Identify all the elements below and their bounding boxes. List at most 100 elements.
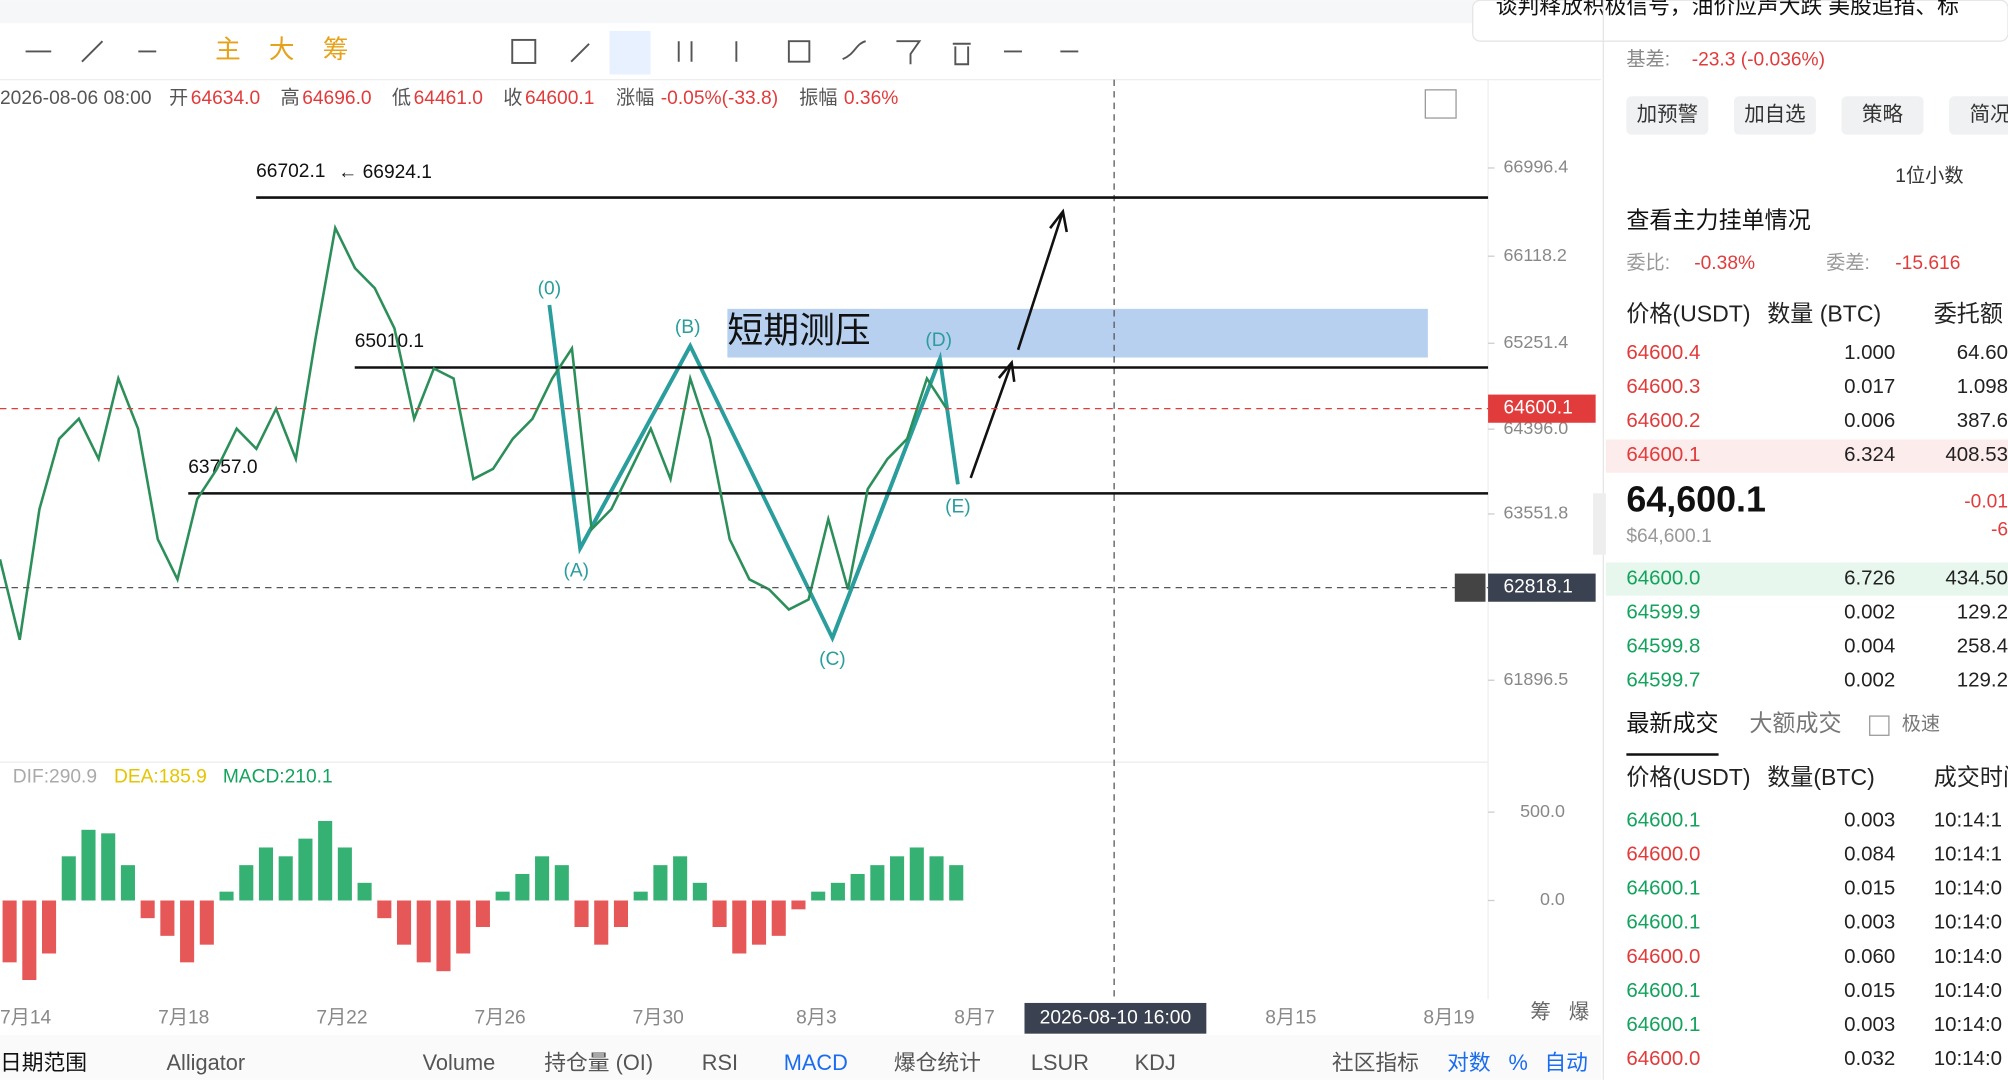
bottom-right[interactable]: 对数	[1447, 1050, 1491, 1075]
table-header: 委托额	[1934, 300, 2003, 326]
panel-button[interactable]	[1949, 96, 2008, 135]
level-label: 63757.0	[188, 457, 257, 478]
trade-qty: 0.084	[1844, 843, 1895, 866]
trade-time: 10:14:0	[1934, 945, 2002, 968]
crosshair-plus[interactable]	[1454, 573, 1486, 602]
macd-tick-label: 500.0	[1520, 801, 1565, 821]
wave-label: (E)	[945, 496, 971, 517]
x-tick-label: 7月22	[316, 1007, 367, 1028]
trade-qty: 0.060	[1844, 945, 1895, 968]
qty: 0.002	[1844, 600, 1895, 623]
trade-tab[interactable]: 极速	[1902, 713, 1940, 735]
bottom-tab[interactable]: RSI	[702, 1050, 738, 1075]
bottom-tab[interactable]: LSUR	[1031, 1050, 1089, 1075]
fullscreen-icon[interactable]	[1424, 89, 1457, 119]
bottom-tab[interactable]: Volume	[423, 1050, 496, 1075]
macd-bar	[278, 856, 293, 901]
table-header: 数量(BTC)	[1767, 764, 1875, 790]
speed-checkbox[interactable]	[1869, 715, 1890, 736]
toolbar-icons[interactable]	[25, 38, 1079, 66]
trade-time: 10:14:0	[1934, 877, 2002, 900]
x-tick-label: 8月3	[796, 1007, 837, 1028]
panel-button-label[interactable]: 简况	[1970, 103, 2008, 126]
last-price: 64,600.1	[1626, 480, 1766, 520]
macd-bar	[81, 829, 96, 901]
amount: 129.2	[1957, 600, 2008, 623]
table-header: 成交时间	[1934, 764, 2008, 790]
wave-label: (B)	[675, 317, 701, 338]
trade-qty: 0.003	[1844, 809, 1895, 832]
last-price-tag	[1488, 394, 1596, 423]
macd-bar	[791, 900, 806, 910]
price: 64600.1	[1626, 443, 1700, 466]
trade-price: 64600.0	[1626, 1047, 1700, 1070]
macd-bar	[692, 882, 707, 901]
price: 64599.8	[1626, 634, 1700, 657]
macd-bar	[535, 856, 550, 901]
bottom-tab[interactable]: MACD	[784, 1050, 848, 1075]
macd-bar	[22, 900, 37, 981]
x-tick-label: 8月7	[954, 1007, 995, 1028]
tool[interactable]: 筹	[323, 35, 349, 64]
table-header: 价格(USDT)	[1626, 764, 1750, 790]
macd-bar	[574, 900, 589, 928]
panel-button-label[interactable]: 加预警	[1637, 103, 1698, 126]
trade-price: 64600.0	[1626, 945, 1700, 968]
macd-bar	[199, 900, 214, 945]
macd-bar	[140, 900, 155, 919]
news-card[interactable]	[1472, 0, 2008, 42]
bottom-tab[interactable]: 爆仓统计	[894, 1050, 981, 1075]
panel-button[interactable]	[1626, 96, 1709, 135]
macd-bar	[890, 856, 905, 901]
bottom-tab[interactable]: Alligator	[166, 1050, 245, 1075]
panel-button-label[interactable]: 策略	[1862, 103, 1903, 126]
bottom-tab[interactable]: KDJ	[1135, 1050, 1176, 1075]
news-text[interactable]: 谈判释放积极信号，油价应声大跌 美股追措、标	[1496, 0, 1959, 19]
crosshair-time-tag	[1024, 1002, 1207, 1034]
trade-tab[interactable]: 大额成交	[1749, 710, 1841, 736]
decimals[interactable]: 1位小数	[1895, 165, 1963, 187]
last-price-label: 64600.1	[1503, 398, 1572, 419]
amount: 258.4	[1957, 634, 2008, 657]
macd-bar	[219, 891, 234, 901]
tool[interactable]: 主	[215, 35, 241, 64]
panel-toggle[interactable]	[1593, 493, 1606, 555]
ohlc-open: 64634.0	[191, 88, 260, 109]
trade-price: 64600.1	[1626, 979, 1700, 1002]
panel-button[interactable]	[1733, 96, 1816, 135]
macd-bar	[258, 847, 274, 901]
tool[interactable]: 大	[269, 35, 295, 64]
panel-button-label[interactable]: 加自选	[1744, 103, 1805, 126]
trade-price: 64600.0	[1626, 843, 1700, 866]
y-tick-label: 66118.2	[1503, 245, 1566, 265]
bottom-right[interactable]: 社区指标	[1332, 1050, 1419, 1075]
trade-tab[interactable]: 最新成交	[1626, 710, 1718, 736]
macd-bar	[396, 900, 412, 945]
ohlc-amp_label: 振幅	[799, 87, 837, 109]
bottom-tab[interactable]: 持仓量 (OI)	[544, 1050, 653, 1075]
ohlc-date: 2026-08-06 08:00	[0, 88, 152, 109]
arrows	[969, 208, 1069, 479]
ohlc-high: 64696.0	[302, 88, 371, 109]
side-mark[interactable]: 爆	[1569, 1001, 1589, 1024]
ratio-label: 委比:	[1626, 252, 1670, 274]
amount: 408.53	[1945, 443, 2008, 466]
bottom-right[interactable]: 自动	[1544, 1050, 1588, 1075]
ohlc-low: 64461.0	[414, 88, 483, 109]
macd-bar	[653, 865, 668, 901]
qty: 6.726	[1844, 566, 1895, 589]
wave-pattern	[547, 304, 960, 643]
bottom-right[interactable]: %	[1509, 1050, 1528, 1075]
macd-bar	[554, 865, 569, 901]
price: 64599.9	[1626, 600, 1700, 623]
macd-bar	[594, 900, 609, 945]
panel-button[interactable]	[1841, 96, 1924, 135]
depth-link[interactable]: 查看主力挂单情况	[1626, 207, 1810, 233]
macd-bar	[180, 900, 195, 963]
bottom-tab[interactable]: 日期范围	[0, 1050, 87, 1075]
side-mark[interactable]: 筹	[1530, 1001, 1550, 1024]
bid-highlight	[1605, 562, 2008, 596]
y-tick-label: 65251.4	[1503, 332, 1568, 352]
